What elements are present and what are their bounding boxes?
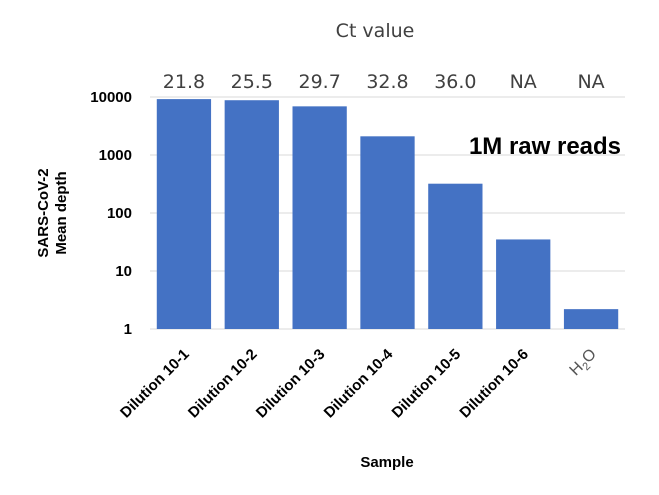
x-tick-label: Dilution 10-1 xyxy=(117,346,193,422)
bar xyxy=(360,136,415,329)
bar xyxy=(224,100,279,329)
ct-value-label: 32.8 xyxy=(366,71,408,93)
bar xyxy=(156,99,212,329)
x-tick-label: Dilution 10-3 xyxy=(253,346,329,422)
x-tick-label: Dilution 10-5 xyxy=(389,346,465,422)
ct-value-label: 29.7 xyxy=(298,71,340,93)
y-tick-label: 100 xyxy=(107,205,132,222)
y-tick-label: 10000 xyxy=(90,89,132,106)
ct-value-label: 36.0 xyxy=(434,71,476,93)
x-tick-label: Dilution 10-4 xyxy=(321,345,397,421)
bar xyxy=(563,309,619,329)
bar xyxy=(292,106,347,329)
x-tick-label: Dilution 10-2 xyxy=(185,346,261,422)
bar xyxy=(428,183,483,329)
ct-value-label: 25.5 xyxy=(231,71,273,93)
y-tick-label: 1000 xyxy=(99,147,132,164)
y-tick-labels: 1 10 100 1000 10000 xyxy=(90,89,132,338)
bars xyxy=(156,99,619,329)
x-tick-label: Dilution 10-6 xyxy=(456,346,532,422)
chart-title: Ct value xyxy=(336,20,415,42)
y-tick-label: 1 xyxy=(124,321,132,338)
y-axis-label-line1: SARS-CoV-2 xyxy=(35,168,52,257)
y-tick-label: 10 xyxy=(115,263,132,280)
x-axis-label: Sample xyxy=(360,454,413,471)
ct-value-label: NA xyxy=(510,71,537,93)
y-axis-label-line2: Mean depth xyxy=(53,171,70,254)
annotation-raw-reads: 1M raw reads xyxy=(469,133,621,160)
y-axis-label: SARS-CoV-2 Mean depth xyxy=(35,168,70,257)
bar xyxy=(496,239,551,329)
ct-value-label: NA xyxy=(577,71,604,93)
x-tick-label: H2O xyxy=(567,346,602,381)
ct-value-label: 21.8 xyxy=(163,71,205,93)
ct-value-labels: 21.8 25.5 29.7 32.8 36.0 NA NA xyxy=(163,71,605,93)
